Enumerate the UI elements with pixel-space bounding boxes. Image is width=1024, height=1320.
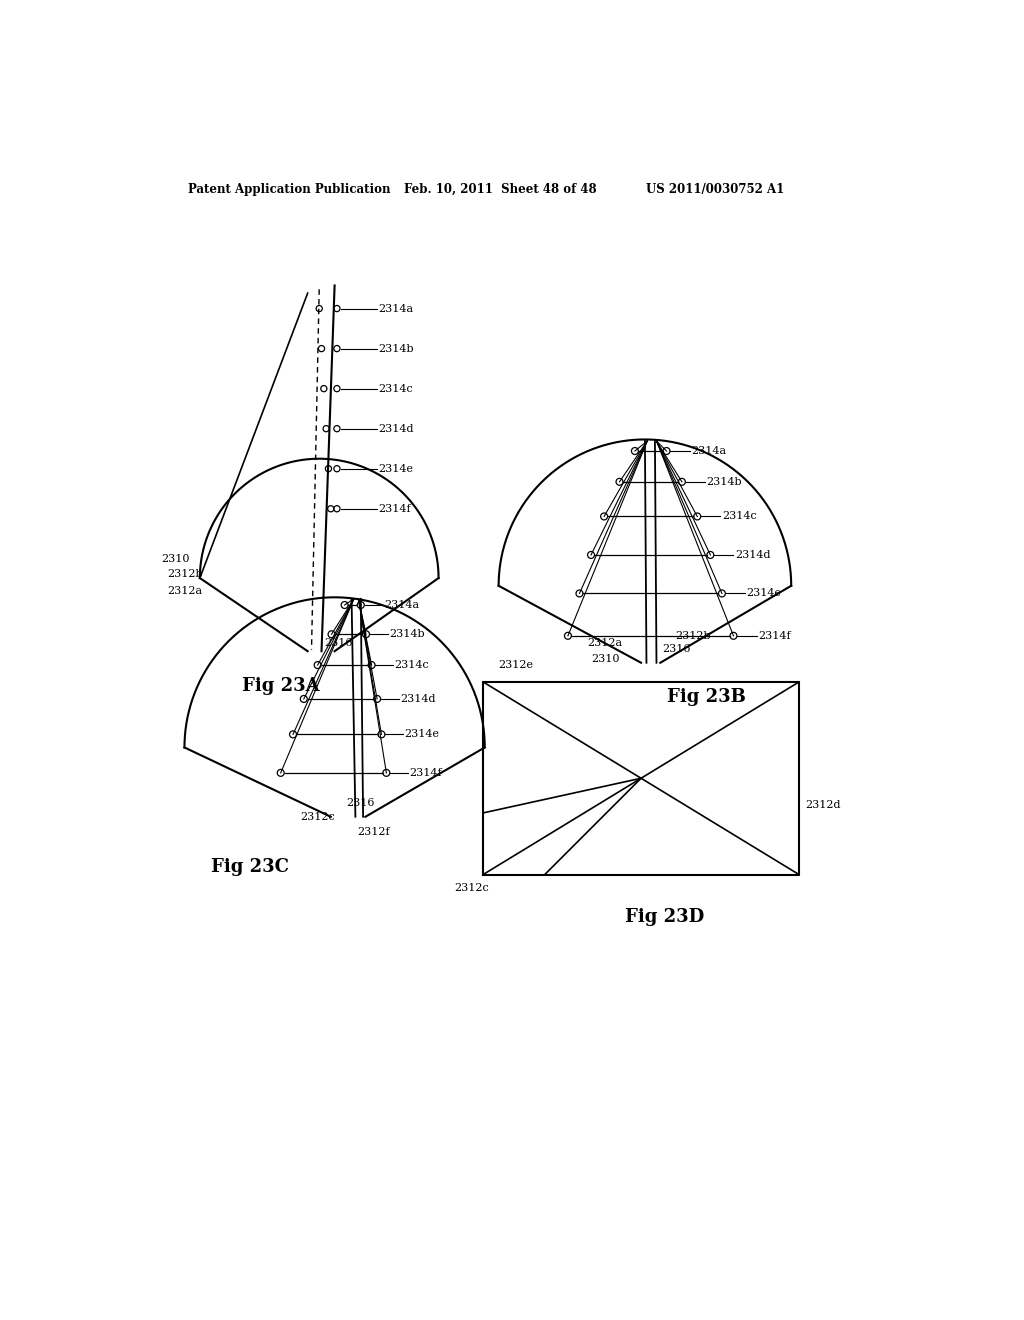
Text: 2314a: 2314a	[691, 446, 726, 455]
Text: Patent Application Publication: Patent Application Publication	[188, 183, 391, 197]
Text: 2314b: 2314b	[707, 477, 742, 487]
Text: 2314c: 2314c	[394, 660, 429, 671]
Text: 2314e: 2314e	[746, 589, 781, 598]
Text: 2314a: 2314a	[379, 304, 414, 314]
Text: 2314a: 2314a	[384, 601, 419, 610]
Text: 2316: 2316	[346, 797, 375, 808]
Text: 2312c: 2312c	[454, 883, 488, 894]
Text: 2314c: 2314c	[379, 384, 414, 393]
Text: 2314d: 2314d	[400, 694, 436, 704]
Text: 2312c: 2312c	[300, 812, 335, 822]
Text: 2310: 2310	[162, 554, 189, 564]
Text: 2314f: 2314f	[410, 768, 442, 777]
Text: 2314e: 2314e	[379, 463, 414, 474]
Text: Fig 23C: Fig 23C	[211, 858, 289, 875]
Text: 2316: 2316	[662, 644, 690, 653]
Text: 2312a: 2312a	[587, 639, 623, 648]
Text: 2312b: 2312b	[676, 631, 712, 640]
Text: 2312b: 2312b	[168, 569, 203, 579]
Text: 2314b: 2314b	[389, 630, 425, 639]
Text: Fig 23A: Fig 23A	[242, 677, 319, 694]
Text: 2314f: 2314f	[379, 504, 411, 513]
Text: 2312d: 2312d	[805, 800, 841, 810]
Text: Feb. 10, 2011  Sheet 48 of 48: Feb. 10, 2011 Sheet 48 of 48	[403, 183, 597, 197]
Text: 2312a: 2312a	[168, 586, 203, 597]
Text: 2314d: 2314d	[735, 550, 770, 560]
Text: 2312e: 2312e	[499, 660, 534, 671]
Text: 2314d: 2314d	[379, 424, 414, 434]
Text: 2310: 2310	[591, 653, 620, 664]
Text: 2314f: 2314f	[758, 631, 791, 640]
Text: US 2011/0030752 A1: US 2011/0030752 A1	[646, 183, 784, 197]
Text: 2314e: 2314e	[404, 730, 439, 739]
Text: 2314b: 2314b	[379, 343, 414, 354]
Text: Fig 23D: Fig 23D	[625, 908, 703, 925]
Text: 2314c: 2314c	[722, 511, 757, 521]
Text: Fig 23B: Fig 23B	[667, 689, 745, 706]
Text: 2312f: 2312f	[357, 828, 390, 837]
Text: 2316: 2316	[325, 639, 353, 648]
